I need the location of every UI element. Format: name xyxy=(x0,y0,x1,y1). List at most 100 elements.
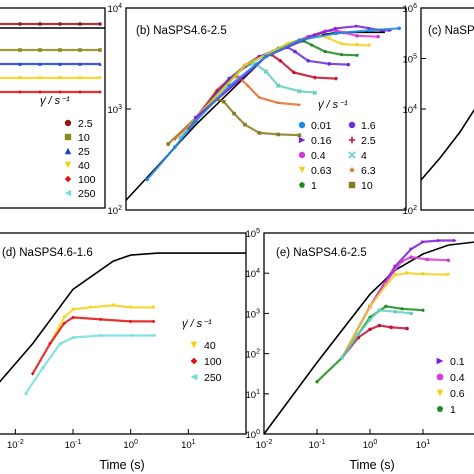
panel-b-series-6-point-6 xyxy=(339,42,344,46)
panel-a-series-2-point-5 xyxy=(98,62,102,66)
panel-d: (d) NaSPS4.6-1.6 10-2 10-1 100 101 γ̇ / s⁻¹… xyxy=(0,232,247,472)
panel-b-series-5-point-6 xyxy=(323,49,327,54)
panel-b-series-2-point-7 xyxy=(297,88,302,94)
panel-e-y-tick-label-4: 104 xyxy=(246,268,261,280)
panel-a-series-3-point-2 xyxy=(38,76,42,80)
panel-b-series-9-point-2 xyxy=(194,119,198,123)
panel-e-series-2-point-6 xyxy=(446,272,451,277)
panel-e-legend-marker-3 xyxy=(436,405,444,412)
panel-b-legend-label-1: 0.16 xyxy=(311,135,332,147)
panel-e-x-tick-label-0: 10-2 xyxy=(256,439,273,451)
panel-a-series-1-point-3 xyxy=(58,48,62,52)
panel-d-series-2-line xyxy=(24,334,154,395)
panel-b-series-4-point-6 xyxy=(306,59,310,63)
panel-b-series-6-point-2 xyxy=(285,42,289,46)
panel-d-series-2-point-3 xyxy=(71,335,75,340)
panel-e-series-3-point-4 xyxy=(384,304,388,308)
panel-e-legend-label-0: 0.1 xyxy=(450,356,465,368)
panel-e-series-2-line xyxy=(341,272,449,359)
panel-e-series-0-point-2 xyxy=(393,264,398,268)
panel-e-series-4-point-5 xyxy=(405,326,409,331)
panel-d-legend-label-2: 250 xyxy=(204,372,222,384)
panel-b-series-6-point-7 xyxy=(355,43,359,47)
panel-e-series-1-point-6 xyxy=(446,258,451,263)
panel-d-legend-title: γ̇ / s⁻¹ xyxy=(182,318,212,330)
panel-a-series-2-point-1 xyxy=(18,62,22,66)
panel-b-series-0-point-4 xyxy=(222,99,226,104)
panel-d-series-1-point-6 xyxy=(151,319,156,324)
panel-a-series-3-point-1 xyxy=(18,76,22,80)
panel-a-legend-label-5: 250 xyxy=(78,188,96,200)
panel-e-series-2-point-5 xyxy=(421,272,425,276)
panel-e-series-5-point-0 xyxy=(340,355,345,360)
panel-a-legend-label-2: 25 xyxy=(78,146,90,158)
panel-e-series-4-point-3 xyxy=(377,323,382,328)
panel-b-legend-marker-3 xyxy=(298,166,306,174)
panel-a-series-4-point-4 xyxy=(78,90,82,94)
panel-b-series-4-point-8 xyxy=(346,62,351,67)
panel-b-series-8-point-2 xyxy=(313,33,317,37)
panel-e-y-tick-label-0: 100 xyxy=(246,429,261,441)
panel-d-x-tick-label-1: 10-1 xyxy=(65,439,82,451)
panel-b-series-5-point-7 xyxy=(339,52,344,57)
panel-b-series-8-point-3 xyxy=(334,26,338,31)
panel-b-series-9-point-4 xyxy=(264,54,268,59)
panel-e-y-tick-label-3: 103 xyxy=(246,308,261,320)
panel-b-series-1-point-5 xyxy=(246,83,250,88)
panel-e-series-1-point-5 xyxy=(425,257,429,262)
panel-d-curves xyxy=(0,252,246,396)
panel-d-series-0-point-6 xyxy=(151,305,156,310)
panel-b-series-4-point-5 xyxy=(293,49,297,54)
panel-b-series-3-point-8 xyxy=(334,76,338,81)
panel-e-series-5-point-2 xyxy=(368,317,372,322)
panel-e-series-3-point-6 xyxy=(421,308,425,312)
panel-a-series-2-point-3 xyxy=(58,62,62,66)
panel-e-series-2-point-1 xyxy=(368,304,372,309)
panel-a-series-4-point-3 xyxy=(58,90,62,94)
panel-d-series-1-point-3 xyxy=(71,315,75,320)
panel-e-series-5-point-5 xyxy=(409,311,414,316)
panel-b-series-9-point-5 xyxy=(297,38,302,42)
panel-a-series-0-point-1 xyxy=(18,22,22,26)
panel-b-y-ticks: 102 103 104 xyxy=(108,3,131,217)
panel-d-series-1-point-2 xyxy=(62,321,66,326)
panel-b-series-5-point-8 xyxy=(355,53,359,57)
panel-b-legend-label-3: 0.63 xyxy=(311,165,332,177)
panel-d-envelope-line xyxy=(0,252,246,383)
panel-b-legend: γ̇ / s⁻¹ 0.01 0.16 0.4 0.63 1 1.6 2.5 4 6.3 10 xyxy=(298,99,376,192)
panel-b-legend-marker-6 xyxy=(348,136,356,144)
panel-e-series-5-point-1 xyxy=(356,332,361,337)
panel-b-legend-marker-4 xyxy=(299,181,305,188)
panel-a-series-3-point-5 xyxy=(98,76,102,80)
panel-b-series-9-point-7 xyxy=(367,28,372,33)
panel-c-y-tick-label-1: 104 xyxy=(403,104,418,116)
panel-b-series-1-point-8 xyxy=(297,103,302,107)
panel-e-x-tick-label-1: 10-1 xyxy=(309,439,326,451)
panel-d-series-1-point-1 xyxy=(48,341,52,346)
panel-c: (c) NaSP 102 104 105 106 xyxy=(403,3,474,217)
panel-e-y-ticks: 100 101 102 103 104 105 xyxy=(246,228,269,441)
panel-e-series-2-point-2 xyxy=(384,283,388,288)
panel-d-frame xyxy=(0,232,247,435)
panel-d-legend-marker-1 xyxy=(190,357,198,365)
panel-b-series-9-point-1 xyxy=(173,145,177,149)
panel-e-envelope-line xyxy=(263,241,474,435)
panel-b-curves xyxy=(125,24,402,201)
panel-d-series-0-point-3 xyxy=(88,305,93,310)
panel-e-x-ticks: 10-2 10-1 100 101 xyxy=(256,429,430,451)
panel-e-series-4-line xyxy=(341,324,408,359)
panel-c-envelope-line xyxy=(420,108,474,181)
panel-d-legend-marker-0 xyxy=(190,341,198,349)
panel-d-series-2-point-0 xyxy=(23,392,28,396)
panel-a-legend-marker-2 xyxy=(64,147,72,155)
panel-b-series-0-point-7 xyxy=(257,131,262,135)
panel-b-y-tick-label-0: 102 xyxy=(108,205,123,217)
panel-b-series-0-line xyxy=(167,98,300,145)
panel-b-series-1-point-0 xyxy=(173,137,177,141)
panel-a-legend-marker-5 xyxy=(64,189,72,197)
panel-d-series-2-point-1 xyxy=(41,365,45,370)
panel-c-curves xyxy=(420,108,474,181)
panel-d-series-2-point-4 xyxy=(98,333,103,338)
panel-a-series-0-point-5 xyxy=(98,22,102,26)
